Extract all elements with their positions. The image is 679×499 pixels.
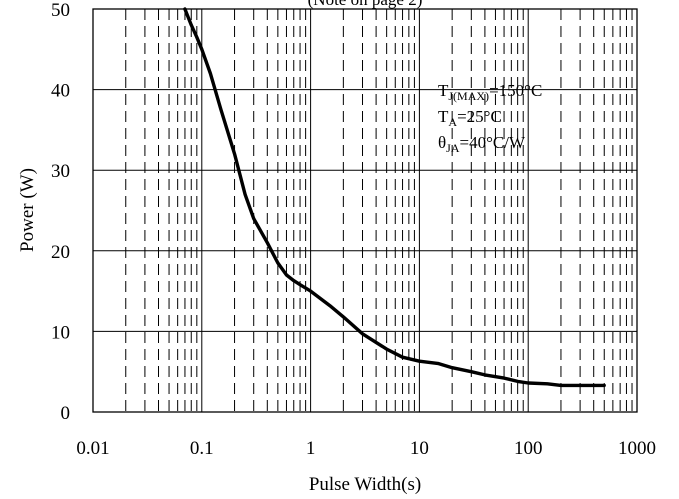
y-tick-label: 40 <box>51 81 70 102</box>
annotation-line: θJA=40°C/W <box>438 133 526 155</box>
y-tick-label: 50 <box>51 0 70 21</box>
chart-title: (Note on page 2) <box>308 0 423 9</box>
annotation-line: TJ(MAX)=150°C <box>438 81 542 103</box>
conditions-annotation: TJ(MAX)=150°C TA=25°C θJA=40°C/W <box>438 81 542 155</box>
grid <box>93 9 637 412</box>
y-tick-label: 20 <box>51 242 70 263</box>
x-tick-labels: 0.01 0.1 1 10 100 1000 <box>76 438 656 459</box>
x-tick-label: 1000 <box>618 438 656 459</box>
y-tick-label: 0 <box>61 403 71 424</box>
x-tick-label: 100 <box>514 438 543 459</box>
x-tick-label: 0.1 <box>190 438 214 459</box>
power-curve <box>183 7 606 388</box>
x-tick-label: 1 <box>306 438 316 459</box>
y-tick-labels: 0 10 20 30 40 50 <box>51 0 70 424</box>
y-tick-label: 30 <box>51 161 70 182</box>
y-axis-label: Power (W) <box>17 168 38 252</box>
x-axis-label: Pulse Width(s) <box>309 474 421 495</box>
annotation-line: TA=25°C <box>438 107 502 129</box>
y-tick-label: 10 <box>51 322 70 343</box>
x-tick-label: 0.01 <box>76 438 109 459</box>
x-tick-label: 10 <box>410 438 429 459</box>
plot-frame <box>92 8 638 413</box>
